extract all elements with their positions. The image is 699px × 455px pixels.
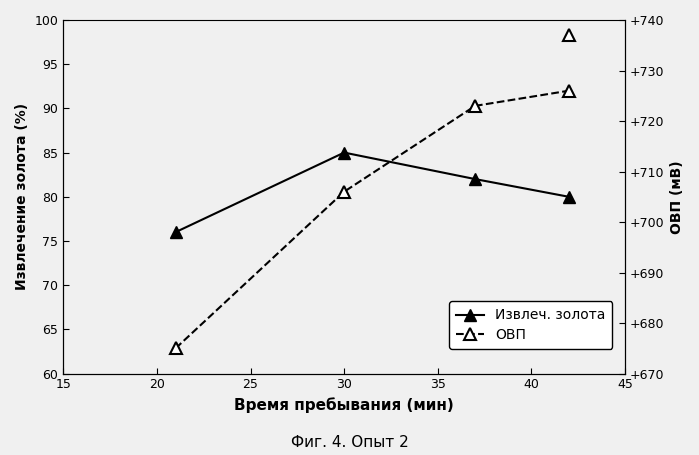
- Legend: Извлеч. золота, ОВП: Извлеч. золота, ОВП: [449, 302, 612, 349]
- ОВП: [171, 345, 180, 351]
- Извлеч. золота: [171, 229, 180, 235]
- X-axis label: Время пребывания (мин): Время пребывания (мин): [234, 397, 454, 413]
- Text: Фиг. 4. Опыт 2: Фиг. 4. Опыт 2: [291, 435, 408, 450]
- Line: Извлеч. золота: Извлеч. золота: [169, 147, 575, 238]
- Извлеч. золота: [565, 194, 573, 199]
- ОВП: [471, 103, 480, 109]
- Извлеч. золота: [340, 150, 348, 155]
- ОВП: [340, 189, 348, 194]
- Извлеч. золота: [471, 177, 480, 182]
- Y-axis label: ОВП (мВ): ОВП (мВ): [670, 160, 684, 233]
- ОВП: [565, 88, 573, 93]
- Y-axis label: Извлечение золота (%): Извлечение золота (%): [15, 103, 29, 290]
- Line: ОВП: ОВП: [169, 85, 575, 354]
